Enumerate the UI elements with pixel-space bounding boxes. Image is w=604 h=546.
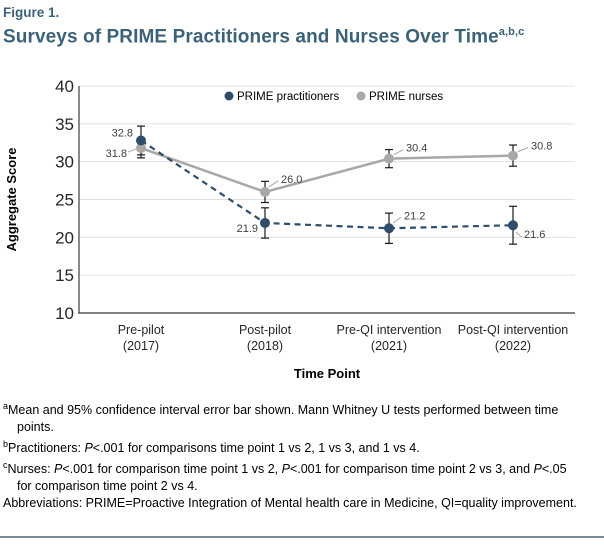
figure-title: Surveys of PRIME Practitioners and Nurse… (3, 26, 524, 48)
x-category-label: Pre-QI intervention (337, 323, 442, 337)
footnote-text: <.001 for comparison time point 2 vs 3, … (289, 462, 534, 477)
footnote-pvalue-symbol: P (281, 462, 290, 477)
series-line-practitioners (140, 139, 514, 230)
footnote-pvalue-symbol: P (84, 441, 93, 456)
series-line-nurses (140, 146, 514, 194)
data-point-nurses (136, 143, 146, 154)
y-tick-label: 10 (55, 304, 74, 323)
footnote-text: <.001 for comparisons time point 1 vs 2,… (92, 441, 420, 456)
x-category-year: (2021) (371, 339, 407, 353)
footnote-pvalue-symbol: P (54, 462, 63, 477)
bottom-rule (0, 536, 604, 538)
footnote-text: Mean and 95% confidence interval error b… (8, 403, 559, 435)
label-leader-line (393, 149, 404, 156)
data-point-nurses (384, 153, 394, 164)
data-label-practitioners: 21.2 (404, 210, 425, 222)
footnote-text: <.001 for comparison time point 1 vs 2, (62, 462, 282, 477)
footnote-text: Abbreviations: PRIME=Proactive Integrati… (3, 496, 577, 511)
data-point-nurses (508, 150, 518, 161)
footnote: bPractitioners: P<.001 for comparisons t… (3, 436, 581, 457)
data-point-practitioners (508, 220, 518, 231)
data-label-practitioners: 21.9 (237, 223, 258, 235)
data-label-nurses: 31.8 (106, 148, 127, 160)
x-category-year: (2017) (123, 339, 159, 353)
label-leader-line (127, 148, 137, 153)
figure-title-superscript: a,b,c (498, 26, 525, 38)
label-leader-line (517, 147, 529, 153)
label-leader-line (515, 231, 523, 238)
x-category-year: (2022) (495, 339, 531, 353)
data-label-practitioners: 32.8 (112, 127, 133, 139)
footnote: cNurses: P<.001 for comparison time poin… (3, 457, 581, 495)
footnote-superscript: c (3, 460, 8, 471)
footnote: Abbreviations: PRIME=Proactive Integrati… (3, 495, 581, 512)
x-category-label: Pre-pilot (118, 323, 165, 337)
y-tick-label: 30 (55, 153, 74, 172)
data-point-practitioners (260, 217, 270, 228)
footnote-superscript: b (3, 439, 9, 450)
y-tick-label: 20 (55, 228, 74, 247)
figure-label: Figure 1. (3, 5, 60, 20)
label-leader-line (268, 180, 279, 188)
data-point-nurses (260, 186, 270, 197)
y-tick-label: 35 (55, 115, 74, 134)
footnote: aMean and 95% confidence interval error … (3, 398, 581, 436)
footnote-text: Practitioners: (8, 441, 85, 456)
legend-label-practitioners: PRIME practitioners (237, 91, 340, 103)
y-axis-title: Aggregate Score (4, 147, 19, 251)
data-label-nurses: 30.4 (406, 143, 427, 155)
footnote-pvalue-symbol: P (533, 462, 542, 477)
figure-title-text: Surveys of PRIME Practitioners and Nurse… (3, 26, 499, 48)
legend-marker-nurses (356, 91, 366, 101)
footnote-text: <.05 for comparison time point 2 vs 4. (17, 462, 567, 494)
y-tick-label: 25 (55, 191, 74, 210)
data-point-practitioners (384, 223, 394, 234)
x-category-label: Post-QI intervention (458, 323, 569, 337)
x-category-year: (2018) (247, 339, 283, 353)
legend-label-nurses: PRIME nurses (369, 91, 443, 103)
label-leader-line (392, 216, 402, 224)
x-axis-title: Time Point (294, 366, 361, 381)
data-label-nurses: 26.0 (281, 174, 302, 186)
x-category-label: Post-pilot (239, 323, 292, 337)
data-label-nurses: 30.8 (531, 141, 552, 153)
footnotes-block: aMean and 95% confidence interval error … (3, 398, 581, 512)
y-tick-label: 40 (55, 77, 74, 96)
legend-marker-practitioners (224, 91, 234, 101)
data-point-practitioners (136, 135, 146, 146)
line-chart: 10 15 20 25 30 35 40 Aggregate Score Time Point P… (4, 77, 575, 381)
y-tick-label: 15 (55, 266, 74, 285)
data-label-practitioners: 21.6 (524, 229, 545, 241)
footnote-superscript: a (3, 401, 9, 411)
footnote-text: Nurses: (7, 462, 55, 477)
